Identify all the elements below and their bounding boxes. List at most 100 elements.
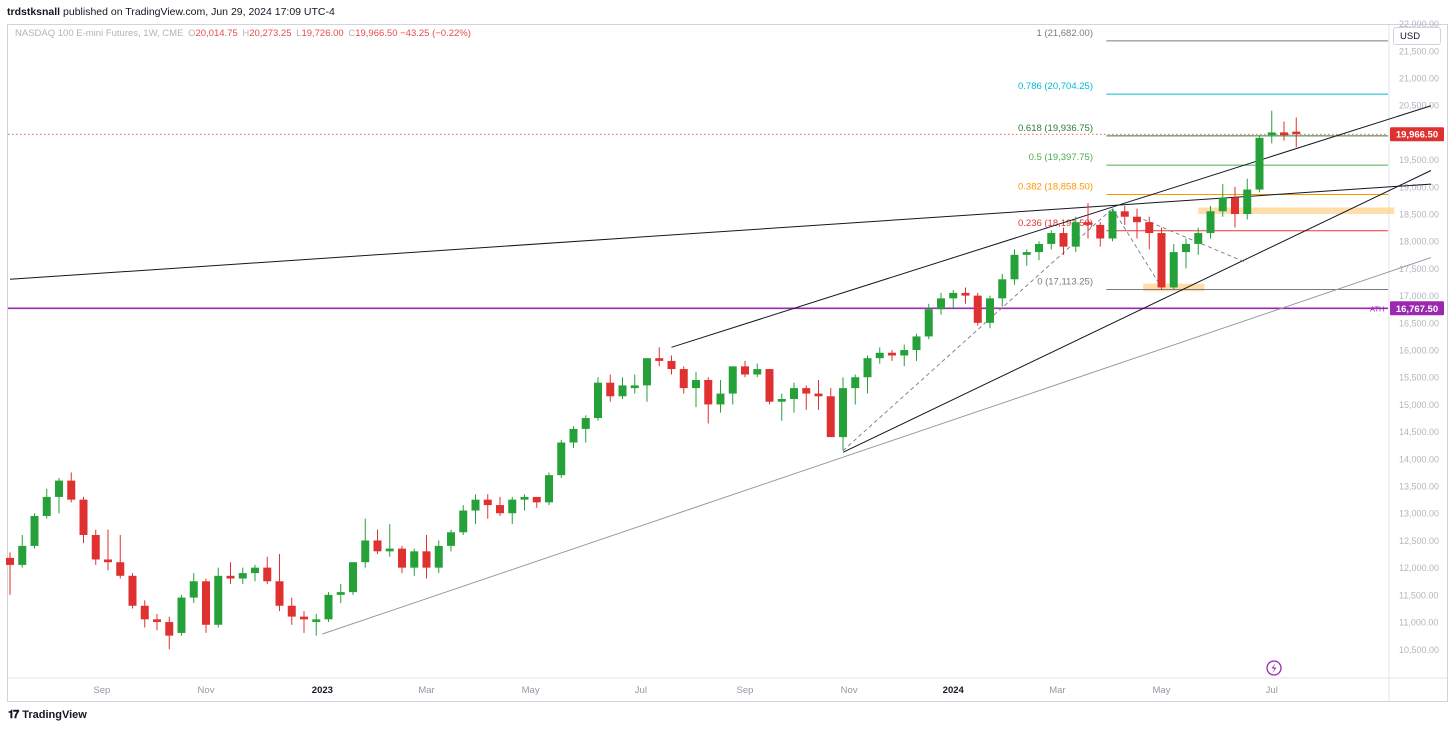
y-tick-label: 16,000.00 xyxy=(1399,346,1439,356)
open-label: O xyxy=(188,28,196,39)
candle-down xyxy=(1292,131,1301,135)
lightning-bolt-icon xyxy=(1271,663,1277,673)
ath-price-tag xyxy=(1390,301,1444,316)
y-tick-label: 16,500.00 xyxy=(1399,318,1439,328)
y-tick-label: 22,000.00 xyxy=(1399,19,1439,29)
candle-down xyxy=(532,496,541,503)
trendline xyxy=(9,183,1432,280)
change-value: −43.25 (−0.22%) xyxy=(400,28,471,39)
trendline xyxy=(842,170,1432,453)
candle-down xyxy=(973,295,982,323)
high-label: H xyxy=(242,28,250,39)
candle-up xyxy=(986,298,994,323)
trendline xyxy=(322,257,1432,635)
candle-up xyxy=(949,292,958,299)
x-tick-label: Nov xyxy=(198,685,215,696)
candle-down xyxy=(483,499,492,506)
candle-up xyxy=(1022,252,1031,255)
candle-down xyxy=(655,358,664,361)
candle-down xyxy=(1133,216,1141,223)
candle-up xyxy=(1218,197,1227,212)
candle-up xyxy=(777,398,786,402)
candle-down xyxy=(128,575,137,606)
current-price-tag xyxy=(1390,127,1444,142)
candle-down xyxy=(496,505,504,514)
footer-brand: 𝟏𝟕 TradingView xyxy=(8,709,87,722)
candle-down xyxy=(104,559,112,563)
candle-down xyxy=(888,352,896,356)
chart-frame xyxy=(7,24,1448,702)
candle-up xyxy=(912,336,921,351)
candle-down xyxy=(398,548,406,568)
lightning-event-icon[interactable] xyxy=(1266,660,1282,676)
y-tick-label: 13,000.00 xyxy=(1399,509,1439,519)
y-tick-label: 17,500.00 xyxy=(1399,264,1439,274)
y-tick-label: 17,000.00 xyxy=(1399,291,1439,301)
y-tick-label: 12,000.00 xyxy=(1399,563,1439,573)
candle-down xyxy=(373,540,382,552)
candle-down xyxy=(226,575,235,579)
x-tick-label: May xyxy=(1153,685,1171,696)
low-value: 19,726.00 xyxy=(301,28,344,39)
current-price-text: 19,966.50 xyxy=(1396,130,1438,141)
close-value: 19,966.50 xyxy=(355,28,398,39)
candle-up xyxy=(900,350,909,356)
candle-up xyxy=(557,442,566,476)
x-tick-label: May xyxy=(522,685,540,696)
candle-down xyxy=(67,480,76,500)
projection-dashed-line xyxy=(1112,208,1162,288)
candle-up xyxy=(385,548,394,552)
fib-level-label: 0 (17,113.25) xyxy=(1037,276,1093,287)
candle-up xyxy=(251,567,259,574)
candle-up xyxy=(716,393,725,405)
x-tick-label: Nov xyxy=(841,685,858,696)
candle-down xyxy=(1059,233,1068,247)
candle-down xyxy=(679,369,688,389)
candle-up xyxy=(1182,243,1190,253)
candle-up xyxy=(875,352,884,359)
candle-down xyxy=(140,605,149,620)
publish-header: trdstksnall published on TradingView.com… xyxy=(7,6,335,18)
y-tick-label: 18,500.00 xyxy=(1399,210,1439,220)
candle-up xyxy=(520,496,529,500)
candle-up xyxy=(924,309,933,337)
candle-up xyxy=(55,480,63,497)
candle-up xyxy=(1169,252,1178,288)
y-tick-label: 11,500.00 xyxy=(1399,590,1438,600)
candle-up xyxy=(937,298,945,310)
candle-up xyxy=(1267,132,1276,136)
symbol-name: NASDAQ 100 E-mini Futures, 1W, CME xyxy=(15,28,184,39)
y-tick-label: 21,500.00 xyxy=(1399,46,1439,56)
candle-down xyxy=(6,557,14,565)
candle-up xyxy=(545,475,553,503)
candle-up xyxy=(1243,189,1252,215)
y-tick-label: 15,000.00 xyxy=(1399,400,1439,410)
candle-up xyxy=(471,499,480,511)
candle-up xyxy=(1047,233,1056,244)
currency-button[interactable]: USD xyxy=(1393,27,1441,45)
x-tick-label: Jul xyxy=(635,685,647,696)
x-tick-label: Jul xyxy=(1266,685,1278,696)
candle-down xyxy=(1157,233,1166,288)
candle-up xyxy=(30,515,39,546)
candle-down xyxy=(826,396,835,438)
x-tick-label: Sep xyxy=(737,685,754,696)
author-name[interactable]: trdstksnall xyxy=(7,6,61,18)
candle-down xyxy=(422,551,431,568)
candle-up xyxy=(790,388,798,399)
candle-up xyxy=(189,581,198,598)
candle-down xyxy=(802,388,811,394)
y-tick-label: 14,000.00 xyxy=(1399,454,1439,464)
candle-down xyxy=(765,369,774,402)
x-tick-label: 2023 xyxy=(312,685,333,696)
candle-down xyxy=(814,393,823,397)
candle-up xyxy=(508,499,517,514)
candle-down xyxy=(165,622,174,636)
candle-up xyxy=(447,532,455,546)
candle-down xyxy=(287,605,296,617)
candle-down xyxy=(1084,222,1092,225)
symbol-legend: NASDAQ 100 E-mini Futures, 1W, CME O20,0… xyxy=(15,28,471,39)
ath-label: ATH xyxy=(1370,304,1384,313)
candle-down xyxy=(153,619,161,623)
